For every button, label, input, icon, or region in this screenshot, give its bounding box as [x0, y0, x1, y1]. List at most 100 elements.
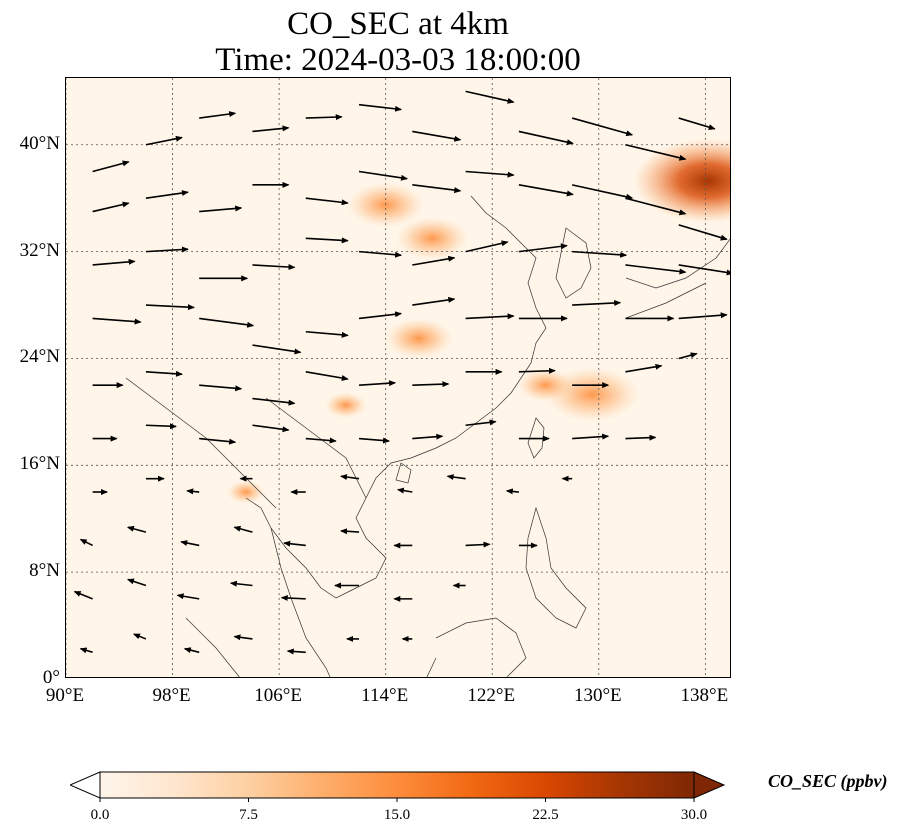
- wind-arrow: [572, 433, 610, 440]
- wind-arrow: [229, 580, 253, 587]
- wind-arrow: [79, 647, 93, 654]
- wind-arrow: [145, 135, 183, 146]
- wind-arrow: [518, 130, 574, 146]
- wind-arrow: [412, 381, 450, 388]
- wind-arrow: [132, 633, 147, 640]
- wind-arrow: [252, 264, 296, 271]
- wind-arrow: [233, 525, 253, 533]
- wind-arrow: [678, 312, 728, 320]
- lat-label-1: 32°N: [19, 239, 60, 261]
- wind-arrow: [186, 488, 200, 495]
- wind-arrow: [305, 237, 349, 244]
- wind-arrow: [678, 224, 728, 241]
- wind-arrow: [465, 541, 491, 548]
- lat-label-2: 24°N: [19, 346, 60, 368]
- co-plume-2: [396, 217, 469, 260]
- wind-arrow: [358, 170, 409, 181]
- coastline-layer: [125, 195, 730, 677]
- wind-arrow: [252, 397, 296, 406]
- lon-label-6: 138°E: [680, 685, 729, 706]
- wind-arrow: [625, 143, 687, 161]
- co-plume-7: [227, 480, 265, 504]
- graticule: [66, 78, 730, 677]
- wind-arrow: [358, 250, 403, 258]
- wind-arrow: [678, 352, 698, 360]
- colorbar-tick-label-1: 7.5: [239, 807, 258, 823]
- wind-arrow: [358, 311, 403, 320]
- wind-arrow: [183, 647, 200, 654]
- wind-vectors: [73, 90, 730, 655]
- wind-arrow: [92, 258, 136, 266]
- wind-arrow: [199, 437, 237, 445]
- wind-arrow: [305, 114, 343, 121]
- wind-arrow: [126, 525, 147, 533]
- map-panel[interactable]: [65, 77, 731, 678]
- wind-arrow: [252, 344, 302, 355]
- wind-arrow: [145, 246, 189, 253]
- hainan-coastline: [395, 462, 412, 484]
- colorbar: [70, 771, 726, 802]
- korea-coastline: [555, 227, 592, 299]
- wind-arrow: [412, 184, 462, 194]
- wind-arrow: [340, 474, 360, 481]
- wind-arrow: [505, 488, 519, 495]
- colorbar-extend-high: [693, 771, 726, 799]
- malay-coastline: [270, 527, 331, 677]
- co-plume-3: [384, 318, 453, 359]
- japan-coastline: [625, 238, 730, 319]
- wind-arrow: [305, 330, 349, 338]
- wind-arrow: [180, 540, 200, 547]
- wind-arrow: [305, 371, 349, 381]
- lon-label-4: 122°E: [467, 685, 516, 706]
- wind-arrow: [199, 111, 237, 119]
- wind-arrow: [286, 648, 306, 655]
- wind-arrow: [280, 594, 306, 601]
- wind-arrow: [571, 117, 634, 137]
- colorbar-body: [99, 771, 695, 799]
- wind-arrow: [145, 190, 189, 199]
- wind-arrow: [79, 538, 93, 547]
- lat-label-0: 40°N: [19, 132, 60, 154]
- lon-label-1: 98°E: [152, 685, 191, 706]
- wind-arrow: [572, 299, 622, 306]
- colorbar-tick-label-2: 15.0: [383, 807, 411, 823]
- wind-arrow: [283, 540, 306, 547]
- wind-arrow: [625, 434, 657, 441]
- wind-arrow: [412, 255, 456, 266]
- wind-arrow: [625, 363, 663, 373]
- wind-arrow: [199, 205, 243, 213]
- philippines-coastline: [525, 506, 587, 629]
- wind-arrow: [678, 117, 716, 131]
- east-asia-coastline: [245, 195, 547, 599]
- lon-label-3: 114°E: [361, 685, 409, 706]
- wind-arrow: [358, 380, 397, 387]
- co-plume-5: [518, 368, 573, 402]
- wind-arrow: [625, 197, 687, 216]
- wind-arrow: [92, 317, 142, 325]
- wind-arrow: [518, 184, 574, 197]
- wind-arrow: [145, 304, 195, 311]
- lat-label-5: 0°: [42, 667, 60, 688]
- lat-label-3: 16°N: [19, 453, 60, 475]
- wind-arrow: [625, 264, 687, 275]
- colorbar-tick-label-0: 0.0: [90, 807, 110, 823]
- borneo-coastline: [426, 617, 527, 677]
- map-title: CO_SEC at 4km: [287, 6, 509, 42]
- wind-arrow: [199, 384, 243, 392]
- wind-arrow: [412, 130, 462, 142]
- wind-arrow: [233, 634, 253, 641]
- wind-arrow: [199, 317, 255, 328]
- wind-arrow: [465, 313, 515, 320]
- map-canvas: [66, 78, 730, 677]
- wind-arrow: [92, 201, 130, 213]
- lat-label-4: 8°N: [29, 560, 60, 582]
- wind-arrow: [518, 243, 568, 253]
- wind-arrow: [305, 437, 337, 444]
- wind-arrow: [92, 160, 130, 173]
- wind-arrow: [412, 433, 444, 440]
- colorbar-label: CO_SEC (ppbv): [768, 771, 888, 791]
- lon-label-0: 90°E: [45, 685, 85, 706]
- co-concentration-layer: [227, 139, 730, 504]
- wind-arrow: [446, 474, 466, 481]
- wind-arrow: [572, 250, 628, 258]
